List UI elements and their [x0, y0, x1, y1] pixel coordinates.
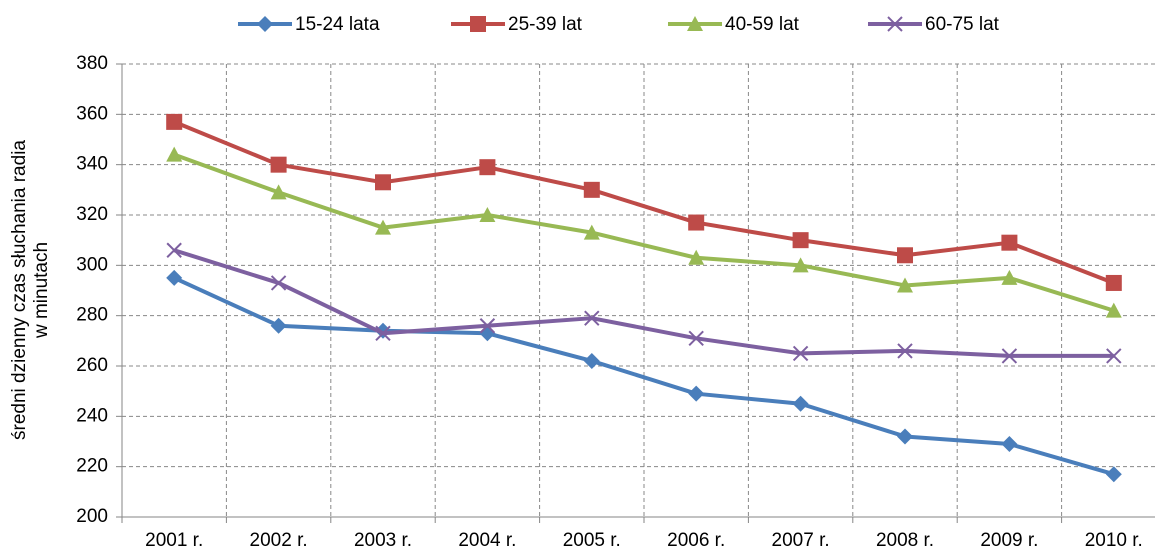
x-tick-label: 2004 r.	[458, 530, 516, 551]
y-tick-label: 280	[76, 305, 108, 326]
data-point	[583, 352, 600, 369]
data-point	[583, 224, 600, 240]
data-point	[897, 428, 913, 445]
data-point	[479, 159, 496, 176]
legend-marker	[887, 16, 903, 32]
data-point	[1001, 436, 1018, 453]
data-point	[1001, 234, 1018, 251]
data-point	[166, 113, 183, 130]
y-axis-label: średni dzienny czas słuchania radia	[9, 140, 30, 440]
legend-label: 25-39 lat	[508, 14, 583, 35]
y-axis-label: w minutach	[31, 242, 52, 339]
data-point	[792, 232, 809, 249]
x-tick-label: 2005 r.	[563, 530, 621, 551]
data-point	[1106, 348, 1122, 364]
data-point	[688, 214, 705, 231]
data-point	[479, 207, 496, 222]
data-point	[1105, 466, 1122, 483]
y-tick-label: 200	[76, 506, 108, 527]
x-tick-label: 2009 r.	[980, 530, 1038, 551]
legend-label: 15-24 lata	[295, 14, 380, 35]
data-point	[1105, 274, 1122, 291]
data-point	[1105, 302, 1122, 318]
legend-label: 60-75 lat	[925, 14, 1000, 35]
data-point	[270, 317, 287, 334]
data-point	[583, 181, 600, 198]
data-point	[792, 395, 809, 412]
y-tick-label: 240	[76, 405, 108, 426]
series-line	[173, 276, 1115, 477]
data-point	[897, 247, 913, 264]
x-tick-label: 2002 r.	[250, 530, 308, 551]
data-point	[166, 146, 183, 162]
data-point	[897, 277, 913, 293]
y-tick-label: 260	[76, 355, 108, 376]
legend-marker	[687, 16, 703, 31]
legend-label: 40-59 lat	[725, 14, 800, 35]
data-point	[375, 219, 391, 235]
data-point	[270, 275, 287, 291]
data-point	[166, 242, 182, 258]
x-tick-label: 2003 r.	[354, 530, 412, 551]
data-point	[375, 174, 391, 191]
data-point	[270, 156, 287, 173]
data-point	[479, 318, 496, 334]
data-point	[166, 269, 183, 286]
data-point	[688, 385, 705, 402]
x-tick-label: 2007 r.	[772, 530, 830, 551]
y-tick-label: 360	[76, 103, 108, 124]
data-point	[792, 257, 809, 273]
y-tick-label: 380	[76, 53, 108, 74]
x-tick-label: 2008 r.	[876, 530, 934, 551]
x-tick-label: 2010 r.	[1085, 530, 1143, 551]
x-tick-label: 2001 r.	[145, 530, 203, 551]
x-tick-label: 2006 r.	[667, 530, 725, 551]
legend-marker	[470, 16, 486, 32]
data-point	[1001, 269, 1018, 285]
series-line	[173, 152, 1115, 313]
data-point	[375, 325, 391, 341]
data-point	[688, 249, 705, 265]
legend-marker	[257, 16, 273, 32]
y-tick-label: 320	[76, 204, 108, 225]
series-line	[173, 120, 1115, 285]
data-point	[897, 343, 913, 359]
series-line	[173, 248, 1114, 358]
y-tick-label: 340	[76, 154, 108, 175]
y-tick-label: 220	[76, 456, 108, 477]
data-point	[1001, 348, 1018, 364]
y-tick-label: 300	[76, 254, 108, 275]
data-point	[584, 310, 600, 326]
data-point	[688, 330, 704, 347]
data-point	[792, 345, 809, 362]
data-point	[270, 184, 287, 200]
